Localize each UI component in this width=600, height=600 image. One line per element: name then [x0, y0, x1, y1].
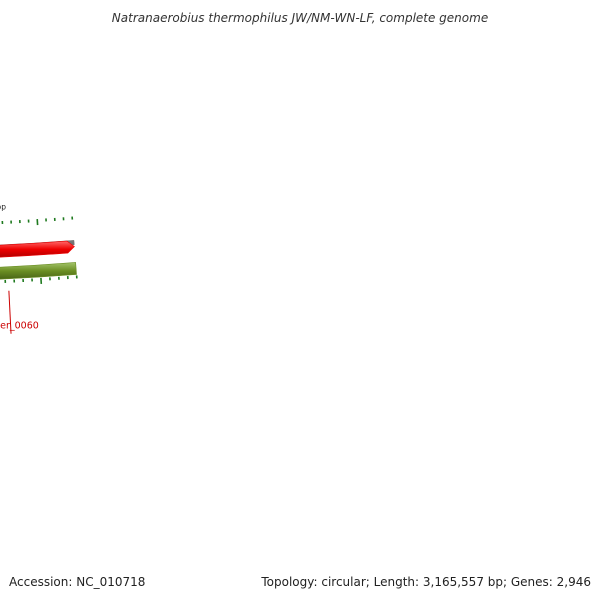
gene-nther_0060: [0, 262, 77, 280]
genome-summary-label: Topology: circular; Length: 3,165,557 bp…: [260, 575, 591, 589]
label-leader-line: [8, 290, 12, 334]
gene-unlabeled-74-36: [0, 240, 75, 258]
kbp-label: 75 kbp: [0, 202, 6, 211]
map-tracks: 69 kbp70 kbp71 kbp72 kbp73 kbp74 kbp75 k…: [0, 202, 78, 334]
accession-label: Accession: NC_010718: [9, 575, 145, 589]
map-title: Natranaerobius thermophilus JW/NM-WN-LF,…: [112, 11, 488, 25]
gene-label: Nther_0060: [0, 321, 39, 332]
